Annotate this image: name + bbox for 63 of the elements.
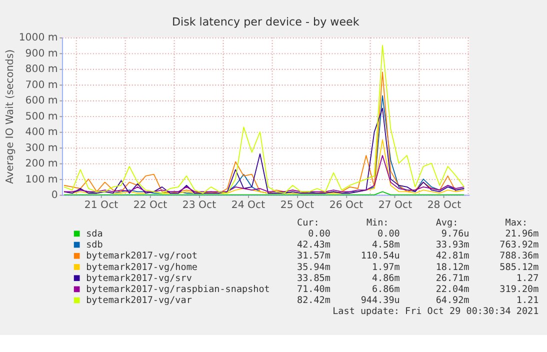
text: 1.27 [516, 272, 539, 284]
text: 0.00 [308, 228, 330, 240]
text: Cur: [297, 217, 320, 228]
text: 42.81m [436, 250, 470, 262]
y-tick-label: 100 m [25, 174, 58, 186]
text: 6.86m [372, 284, 400, 295]
legend-label: bytemark2017-vg/srv [86, 272, 192, 284]
text: 21.96m [505, 228, 540, 240]
text: 71.40m [297, 284, 331, 295]
text: 0.00 [378, 228, 400, 240]
x-tick-label: 25 Oct [280, 200, 314, 212]
y-tick-label: 300 m [25, 142, 58, 154]
x-tick-label: 28 Oct [427, 200, 462, 212]
legend-label: sda [86, 228, 103, 240]
text: 33.93m [436, 240, 470, 251]
y-tick-label: 500 m [25, 111, 58, 122]
x-tick-label: 24 Oct [231, 200, 266, 212]
text: Max: [505, 217, 528, 228]
text: 31.57m [297, 250, 331, 262]
text: 35.94m [297, 262, 331, 273]
y-tick-label: 400 m [25, 127, 58, 138]
text: 788.36m [500, 250, 540, 262]
text: 26.71m [436, 272, 470, 284]
text: 18.12m [436, 262, 470, 273]
text: Avg: [436, 217, 458, 228]
text: 1.97m [372, 262, 400, 273]
text: Last update: Fri Oct 29 00:30:34 2021 [332, 306, 539, 318]
y-tick-label: 1000 m [18, 32, 58, 44]
text: 319.20m [500, 284, 540, 295]
x-tick-label: 21 Oct [84, 200, 118, 212]
chart-title: Disk latency per device - by week [172, 15, 360, 28]
line-series [64, 44, 465, 194]
y-tick-label: 800 m [25, 64, 58, 76]
legend-label: bytemark2017-vg/var [86, 295, 192, 306]
line-series [64, 155, 465, 192]
x-tick-label: 23 Oct [182, 200, 216, 212]
text: 585.12m [500, 262, 540, 273]
text: 64.92m [436, 295, 470, 306]
y-tick-label: 600 m [25, 96, 58, 107]
legend-label: sdb [86, 240, 104, 251]
text: 4.58m [372, 240, 400, 251]
y-tick-label: 0 [51, 190, 58, 202]
text: 22.04m [436, 284, 470, 295]
legend-label: bytemark2017-vg/raspbian-snapshot [86, 284, 270, 295]
x-tick-label: 27 Oct [378, 200, 412, 212]
y-tick-label: 900 m [25, 48, 58, 60]
legend-label: bytemark2017-vg/home [86, 262, 198, 273]
y-tick-label: 700 m [25, 80, 58, 91]
text: 763.92m [500, 240, 540, 251]
text: 33.85m [297, 272, 331, 284]
text: 9.76u [441, 228, 470, 240]
y-axis-title: Average IO Wait (seconds) [5, 49, 16, 184]
text: 82.42m [297, 295, 331, 306]
legend-label: bytemark2017-vg/root [86, 250, 198, 262]
x-tick-label: 26 Oct [329, 200, 364, 212]
text: 4.86m [372, 272, 400, 284]
text: 1.21 [516, 295, 539, 306]
text: 944.39u [360, 295, 400, 306]
text: Min: [366, 217, 389, 228]
y-tick-label: 200 m [25, 158, 58, 170]
x-tick-label: 22 Oct [133, 200, 168, 212]
text: 110.54u [360, 250, 400, 262]
text: 42.43m [297, 240, 331, 251]
